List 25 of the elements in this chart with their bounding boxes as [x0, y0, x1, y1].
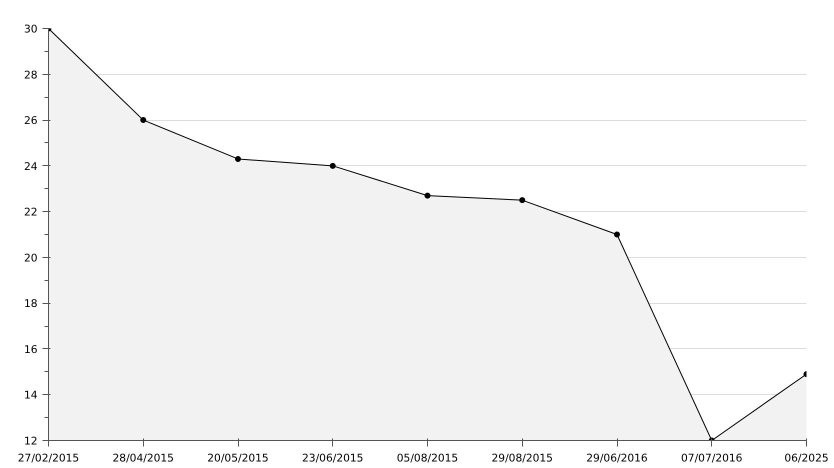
y-tick-label: 30: [24, 22, 38, 36]
y-tick-label: 16: [24, 342, 38, 356]
x-tick-label: 28/04/2015: [112, 452, 174, 464]
point: [614, 232, 620, 238]
point: [140, 117, 146, 124]
y-tick-label: 28: [24, 68, 38, 82]
x-tick-label: 07/07/2016: [681, 452, 743, 464]
x-tick-label: 29/06/2016: [586, 452, 648, 464]
point: [519, 197, 526, 204]
point: [235, 156, 241, 162]
point: [424, 192, 430, 199]
y-tick-label: 18: [24, 297, 38, 310]
y-tick-label: 12: [24, 434, 38, 448]
x-tick-label: 06/2025: [784, 452, 829, 464]
x-tick-label: 27/02/2015: [18, 452, 80, 464]
y-tick-label: 14: [24, 388, 38, 402]
y-tick-label: 20: [24, 251, 38, 264]
x-tick-label: 29/08/2015: [492, 452, 553, 464]
y-tick-label: 22: [24, 206, 38, 219]
x-tick-label: 23/06/2015: [302, 452, 364, 464]
y-tick-label: 26: [24, 114, 38, 128]
point: [330, 162, 336, 169]
y-tick-label: 24: [24, 160, 38, 173]
x-tick-label: 20/05/2015: [207, 452, 269, 464]
x-tick-label: 05/08/2015: [396, 452, 458, 464]
